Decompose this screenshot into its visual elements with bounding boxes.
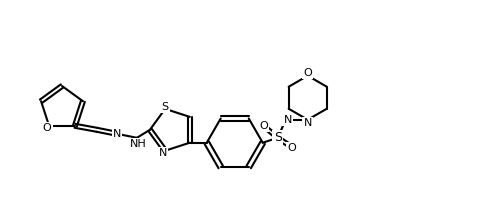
Text: O: O xyxy=(287,143,296,153)
Text: N: N xyxy=(304,118,312,128)
Text: NH: NH xyxy=(129,139,146,149)
Text: S: S xyxy=(274,131,282,144)
Text: O: O xyxy=(259,121,268,131)
Text: S: S xyxy=(162,102,169,112)
Text: N: N xyxy=(113,129,121,139)
Text: O: O xyxy=(42,123,51,133)
Text: N: N xyxy=(284,115,292,125)
Text: N: N xyxy=(159,148,167,158)
Text: O: O xyxy=(304,68,312,78)
